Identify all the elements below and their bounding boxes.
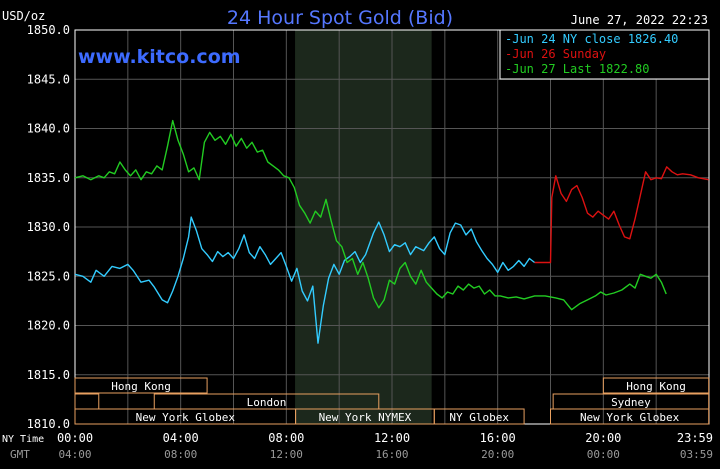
ny-time-tick: 12:00 — [374, 431, 410, 445]
ny-time-tick: 23:59 — [677, 431, 713, 445]
ny-time-tick: 04:00 — [163, 431, 199, 445]
y-tick-label: 1840.0 — [27, 122, 70, 136]
x-axis-ticks: 00:00 04:00 08:00 12:00 16:00 20:00 23:59 04:00… — [57, 431, 713, 461]
ny-time-tick: 08:00 — [268, 431, 304, 445]
legend-entry: -Jun 27 Last 1822.80 — [505, 62, 650, 76]
gmt-tick: 04:00 — [58, 448, 91, 461]
legend: -Jun 24 NY close 1826.40-Jun 26 Sunday-J… — [505, 32, 678, 76]
chart-title: 24 Hour Spot Gold (Bid) — [227, 7, 453, 29]
gmt-tick: 08:00 — [164, 448, 197, 461]
y-tick-label: 1835.0 — [27, 171, 70, 185]
legend-entry: -Jun 24 NY close 1826.40 — [505, 32, 678, 46]
y-axis-label: USD/oz — [2, 9, 45, 23]
session-bar — [433, 408, 525, 425]
gmt-tick: 20:00 — [481, 448, 514, 461]
series-line — [74, 119, 667, 311]
gmt-tick: 12:00 — [270, 448, 303, 461]
y-tick-label: 1830.0 — [27, 220, 70, 234]
y-tick-label: 1820.0 — [27, 319, 70, 333]
ny-time-tick: 20:00 — [585, 431, 621, 445]
ny-time-row-label: NY Time — [2, 434, 44, 445]
ny-time-tick: 16:00 — [480, 431, 516, 445]
legend-entry: -Jun 26 Sunday — [505, 47, 606, 61]
session-bar — [602, 377, 710, 394]
session-label: New York Globex — [136, 411, 236, 424]
session-bar — [74, 377, 208, 394]
session-label: London — [247, 396, 287, 409]
y-axis-ticks: 1850.0 1845.0 1840.0 1835.0 1830.0 1825.0 1820… — [27, 23, 70, 431]
series-line — [534, 166, 709, 264]
session-bar — [550, 408, 710, 425]
session-label: Sydney — [611, 396, 651, 409]
price-series — [74, 119, 709, 344]
session-bars: Hong Kong London New York Globex New York N… — [74, 377, 710, 425]
y-tick-label: 1815.0 — [27, 368, 70, 382]
session-label: New York Globex — [580, 411, 680, 424]
gmt-tick: 00:00 — [587, 448, 620, 461]
series-line — [74, 216, 536, 344]
ny-time-tick: 00:00 — [57, 431, 93, 445]
website-watermark: www.kitco.com — [78, 46, 241, 68]
session-label: New York NYMEX — [319, 411, 412, 424]
y-tick-label: 1810.0 — [27, 417, 70, 431]
y-tick-label: 1825.0 — [27, 269, 70, 283]
gmt-tick: 16:00 — [375, 448, 408, 461]
gmt-row-label: GMT — [10, 448, 30, 461]
y-tick-label: 1845.0 — [27, 72, 70, 86]
grid-lines — [75, 29, 709, 425]
legend-box — [499, 29, 710, 80]
chart-timestamp: June 27, 2022 22:23 — [571, 13, 708, 27]
session-label: NY Globex — [449, 411, 509, 424]
y-tick-label: 1850.0 — [27, 23, 70, 37]
session-label: Hong Kong — [626, 380, 686, 393]
session-label: Hong Kong — [111, 380, 171, 393]
gmt-tick: 03:59 — [680, 448, 713, 461]
